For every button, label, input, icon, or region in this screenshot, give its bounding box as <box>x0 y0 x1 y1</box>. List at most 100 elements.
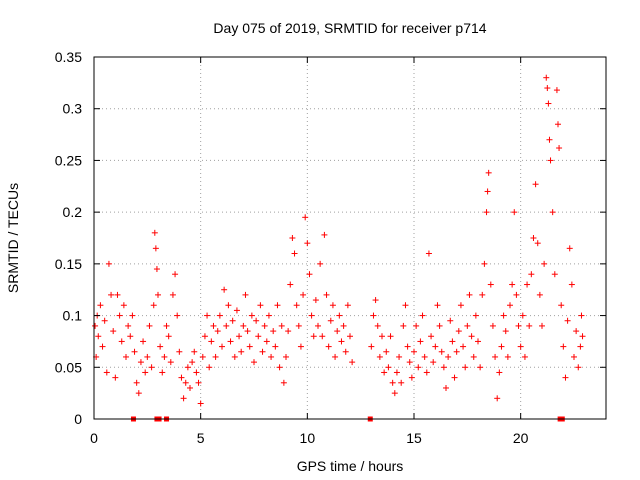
data-point <box>521 353 528 360</box>
data-point <box>494 395 501 402</box>
data-point <box>317 260 324 267</box>
data-point <box>489 322 496 329</box>
data-point <box>342 348 349 355</box>
data-point <box>155 291 161 298</box>
data-point <box>272 343 279 350</box>
data-point <box>227 338 234 345</box>
data-point <box>551 271 558 278</box>
data-point <box>413 322 420 329</box>
data-point <box>174 312 181 319</box>
data-point <box>302 214 309 221</box>
data-point <box>332 353 339 360</box>
data-point <box>116 312 123 319</box>
data-point <box>457 302 464 309</box>
data-point <box>199 353 206 360</box>
data-point <box>99 343 106 350</box>
data-point <box>293 302 300 309</box>
data-point <box>415 364 422 371</box>
data-point <box>146 322 153 329</box>
data-point <box>524 281 531 288</box>
data-point <box>110 328 117 335</box>
data-point <box>498 343 505 350</box>
data-point <box>201 333 208 340</box>
data-point <box>150 302 157 309</box>
data-point <box>108 291 115 298</box>
data-point <box>406 359 413 366</box>
data-point <box>142 369 149 376</box>
x-tick-labels: 0 5 10 15 20 <box>90 430 529 446</box>
data-point <box>368 343 375 350</box>
data-point <box>92 322 99 329</box>
data-point <box>564 317 571 324</box>
data-point <box>347 333 353 340</box>
data-point <box>193 369 200 376</box>
data-point <box>579 333 586 340</box>
data-point <box>455 328 462 335</box>
data-point <box>191 348 198 355</box>
data-point <box>114 291 121 298</box>
data-point <box>334 328 341 335</box>
data-point <box>319 333 326 340</box>
data-point <box>189 359 196 366</box>
data-point <box>95 333 102 340</box>
data-point <box>257 302 264 309</box>
data-point <box>445 353 452 360</box>
data-point <box>246 343 253 350</box>
data-point <box>389 379 396 386</box>
x-tick-label: 5 <box>197 430 205 446</box>
data-point <box>112 374 119 381</box>
data-point <box>398 379 405 386</box>
data-point <box>507 302 513 309</box>
data-point <box>340 322 347 329</box>
data-point <box>137 359 144 366</box>
data-point <box>566 245 573 252</box>
data-point <box>571 353 577 360</box>
data-point <box>223 322 230 329</box>
data-point <box>396 353 403 360</box>
data-point <box>481 260 488 267</box>
data-point <box>532 181 539 188</box>
data-point <box>216 312 223 319</box>
data-point <box>153 266 160 273</box>
data-point <box>558 302 565 309</box>
data-point <box>464 322 471 329</box>
data-point <box>182 379 189 386</box>
data-point <box>462 364 469 371</box>
data-point <box>547 157 554 164</box>
data-point <box>475 338 481 345</box>
data-point <box>432 343 439 350</box>
data-point <box>496 369 503 376</box>
data-point <box>221 286 228 293</box>
data-point <box>204 312 211 319</box>
data-point <box>315 322 321 329</box>
data-point <box>251 359 257 366</box>
chart-title: Day 075 of 2019, SRMTID for receiver p71… <box>213 20 486 36</box>
data-point <box>466 291 473 298</box>
data-point <box>447 317 454 324</box>
data-point <box>492 353 499 360</box>
data-point <box>268 353 275 360</box>
data-point <box>443 384 449 391</box>
data-point <box>163 322 170 329</box>
data-point <box>517 343 524 350</box>
data-point <box>125 322 132 329</box>
data-point <box>214 328 221 335</box>
data-point <box>329 302 336 309</box>
data-point <box>511 209 518 216</box>
data-point <box>176 348 183 355</box>
data-point <box>421 353 428 360</box>
data-point <box>509 281 516 288</box>
data-point <box>500 312 507 319</box>
data-point <box>129 312 136 319</box>
data-point <box>515 322 522 329</box>
data-point <box>485 169 492 176</box>
data-point <box>575 364 582 371</box>
data-point <box>477 364 484 371</box>
data-point <box>440 364 447 371</box>
x-tick-label: 15 <box>406 430 422 446</box>
data-point <box>562 374 569 381</box>
data-point <box>553 87 560 94</box>
data-point <box>259 348 266 355</box>
data-point <box>349 359 356 366</box>
data-point <box>148 364 155 371</box>
